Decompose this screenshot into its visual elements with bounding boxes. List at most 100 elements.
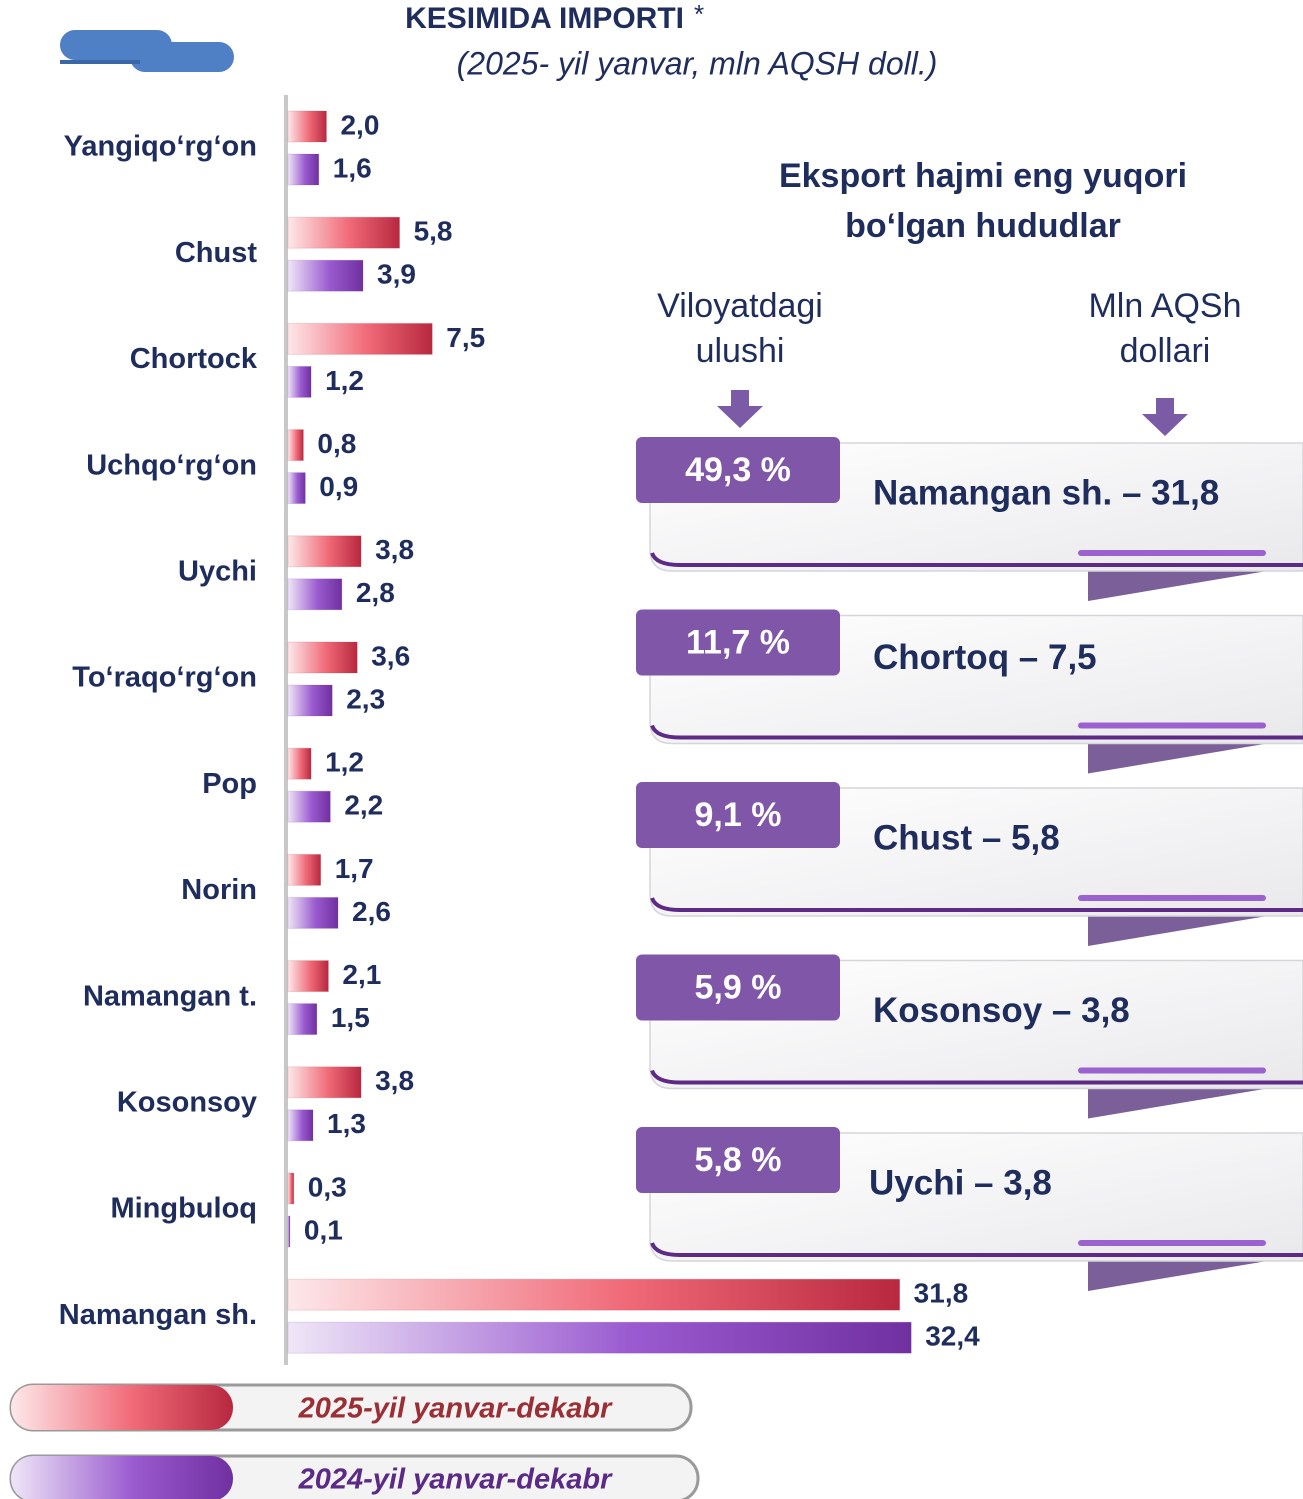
legend-label: 2024-yil yanvar-dekabr	[298, 1464, 613, 1496]
region-label: Uychi – 3,8	[869, 1163, 1052, 1202]
share-value: 5,8 %	[695, 1141, 782, 1179]
bar	[287, 1003, 318, 1036]
share-tab	[636, 1127, 840, 1193]
share-tab	[636, 782, 840, 848]
value-label: 2,1	[342, 959, 381, 990]
region-label: Kosonsoy – 3,8	[873, 991, 1130, 1030]
category-label: Uychi	[178, 555, 257, 587]
bar	[287, 790, 331, 823]
value-label: 2,2	[344, 790, 383, 821]
bar	[287, 322, 433, 355]
value-label: 2,6	[352, 896, 391, 927]
value-label: 1,2	[325, 365, 364, 396]
bar	[287, 747, 312, 780]
value-label: 1,6	[333, 152, 372, 183]
bar	[287, 1172, 295, 1205]
arrow	[1142, 398, 1188, 436]
card-underline	[650, 724, 1303, 740]
panel-heading: bo‘lgan hududlar	[845, 207, 1121, 245]
bar	[287, 1109, 314, 1142]
chart-subtitle: (2025- yil yanvar, mln AQSH doll.)	[457, 45, 938, 81]
bar	[287, 684, 333, 717]
region-label: Namangan sh. – 31,8	[873, 473, 1219, 512]
card-underline	[650, 1242, 1303, 1257]
legend-swatch	[11, 1456, 233, 1499]
region-label: Chortoq – 7,5	[873, 638, 1097, 677]
category-label: Mingbuloq	[110, 1193, 257, 1225]
bar	[287, 896, 339, 929]
value-label: 1,2	[325, 747, 364, 778]
share-value: 5,9 %	[695, 968, 782, 1006]
bar	[287, 535, 362, 568]
card-underline	[650, 1069, 1303, 1085]
bar	[287, 259, 364, 292]
column-label: dollari	[1120, 332, 1211, 370]
card-fold	[1088, 1255, 1303, 1291]
bar	[287, 153, 320, 186]
bar	[287, 110, 327, 143]
column-label: ulushi	[696, 332, 785, 370]
bar	[287, 1215, 291, 1248]
bar	[287, 429, 304, 462]
value-label: 2,0	[340, 109, 379, 140]
value-label: 1,3	[327, 1108, 366, 1139]
share-tab	[636, 954, 840, 1021]
bar	[287, 1321, 912, 1354]
column-label: Viloyatdagi	[657, 287, 823, 325]
bar	[287, 578, 343, 611]
category-label: Chust	[175, 237, 258, 269]
value-label: 32,4	[925, 1321, 980, 1352]
title-note: *	[694, 0, 704, 29]
share-value: 9,1 %	[695, 796, 782, 834]
category-label: Namangan t.	[83, 980, 257, 1012]
share-tab	[636, 609, 840, 676]
value-label: 3,8	[375, 534, 414, 565]
bar	[287, 1066, 362, 1099]
category-label: Uchqo‘rg‘on	[86, 449, 257, 481]
category-label: Namangan sh.	[59, 1299, 257, 1331]
card-accent	[1078, 895, 1266, 901]
card-underline	[650, 552, 1303, 567]
value-label: 2,8	[356, 577, 395, 608]
logo	[60, 30, 234, 72]
bar	[287, 641, 358, 674]
value-label: 2,3	[346, 683, 385, 714]
bar	[287, 365, 312, 398]
bar	[287, 1278, 901, 1311]
panel-heading: Eksport hajmi eng yuqori	[779, 157, 1187, 195]
bar	[287, 216, 401, 249]
value-label: 3,6	[371, 640, 410, 671]
category-label: Kosonsoy	[117, 1086, 257, 1118]
value-label: 31,8	[914, 1278, 969, 1309]
value-label: 0,9	[319, 471, 358, 502]
share-value: 49,3 %	[685, 451, 791, 489]
value-label: 0,3	[308, 1171, 347, 1202]
category-label: To‘raqo‘rg‘on	[72, 662, 257, 694]
card-accent	[1078, 1240, 1266, 1246]
region-label: Chust – 5,8	[873, 818, 1060, 857]
value-label: 7,5	[446, 322, 485, 353]
share-value: 11,7 %	[686, 623, 790, 661]
share-tab	[636, 437, 840, 503]
value-label: 1,5	[331, 1002, 370, 1033]
card-accent	[1078, 722, 1266, 729]
card-underline	[650, 897, 1303, 912]
card-fold	[1088, 565, 1303, 601]
chart-title: KESIMIDA IMPORTI	[405, 2, 684, 35]
category-label: Pop	[202, 768, 257, 800]
bar	[287, 960, 329, 993]
arrow	[717, 390, 763, 428]
value-label: 5,8	[414, 216, 453, 247]
value-label: 0,1	[304, 1214, 343, 1245]
value-label: 0,8	[317, 428, 356, 459]
card-fold	[1088, 910, 1303, 946]
bar	[287, 472, 306, 505]
card-fold	[1088, 737, 1303, 774]
card-accent	[1078, 550, 1266, 556]
value-label: 1,7	[335, 853, 374, 884]
card-fold	[1088, 1082, 1303, 1119]
card-accent	[1078, 1067, 1266, 1074]
category-label: Yangiqo‘rg‘on	[64, 131, 257, 163]
category-label: Norin	[181, 874, 257, 906]
